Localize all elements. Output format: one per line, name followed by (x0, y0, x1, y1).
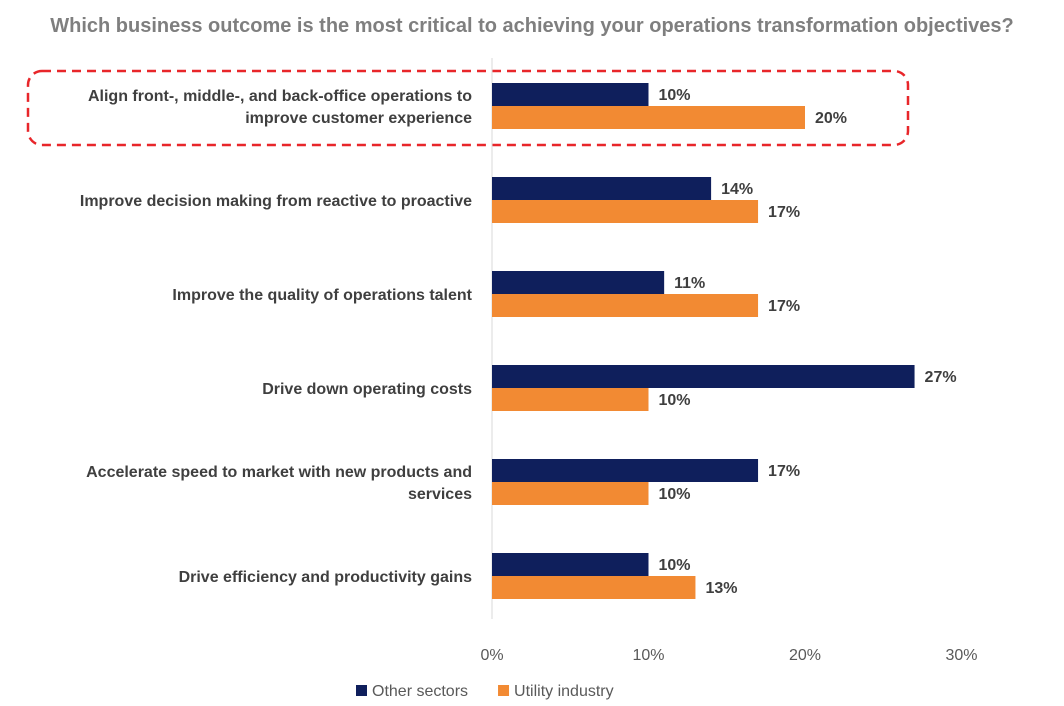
bar-2-1 (492, 294, 759, 317)
data-label-3-1: 10% (659, 392, 691, 409)
category-label-0-line-1: improve customer experience (245, 110, 472, 127)
legend-label-1: Utility industry (514, 683, 614, 700)
bar-1-1 (492, 200, 759, 223)
legend: Other sectors Utility industry (356, 683, 614, 700)
bar-3-1 (492, 388, 649, 411)
x-tick-label-3: 30% (945, 647, 977, 664)
data-label-2-1: 17% (768, 298, 800, 315)
category-labels: Align front-, middle-, and back-office o… (80, 88, 473, 586)
category-label-1-line-0: Improve decision making from reactive to… (80, 193, 472, 210)
data-label-2-0: 11% (674, 275, 705, 292)
x-axis-ticks: 0% 10% 20% 30% (480, 647, 977, 664)
category-label-5-line-0: Drive efficiency and productivity gains (179, 569, 473, 586)
x-tick-label-0: 0% (480, 647, 503, 664)
data-label-5-0: 10% (659, 557, 691, 574)
bar-5-0 (492, 553, 649, 576)
data-label-5-1: 13% (705, 580, 737, 597)
category-label-0-line-0: Align front-, middle-, and back-office o… (88, 88, 472, 105)
category-label-3-line-0: Drive down operating costs (262, 381, 472, 398)
category-label-2-line-0: Improve the quality of operations talent (172, 287, 472, 304)
bars-layer: 10% 20% 14% 17% 11% 17% 27% 10% 17% 10% 10% 13% (492, 83, 957, 599)
bar-2-0 (492, 271, 665, 294)
data-label-0-0: 10% (659, 87, 691, 104)
highlight-box (26, 69, 910, 147)
data-label-3-0: 27% (925, 369, 957, 386)
legend-swatch-1 (498, 685, 510, 696)
bar-0-0 (492, 83, 649, 106)
bar-0-1 (492, 106, 805, 129)
x-tick-label-1: 10% (632, 647, 664, 664)
category-label-4-line-1: services (408, 486, 472, 503)
bar-3-0 (492, 365, 915, 388)
category-label-4-line-0: Accelerate speed to market with new prod… (86, 464, 472, 481)
legend-swatch-0 (356, 685, 367, 696)
bar-5-1 (492, 576, 696, 599)
bar-1-0 (492, 177, 712, 200)
data-label-1-1: 17% (768, 204, 800, 221)
legend-label-0: Other sectors (372, 683, 468, 700)
data-label-0-1: 20% (815, 110, 847, 127)
x-tick-label-2: 20% (789, 647, 821, 664)
chart-title: Which business outcome is the most criti… (50, 15, 1014, 37)
bar-4-0 (492, 459, 759, 482)
data-label-1-0: 14% (721, 181, 753, 198)
data-label-4-1: 10% (659, 486, 691, 503)
bar-4-1 (492, 482, 649, 505)
data-label-4-0: 17% (768, 463, 800, 480)
